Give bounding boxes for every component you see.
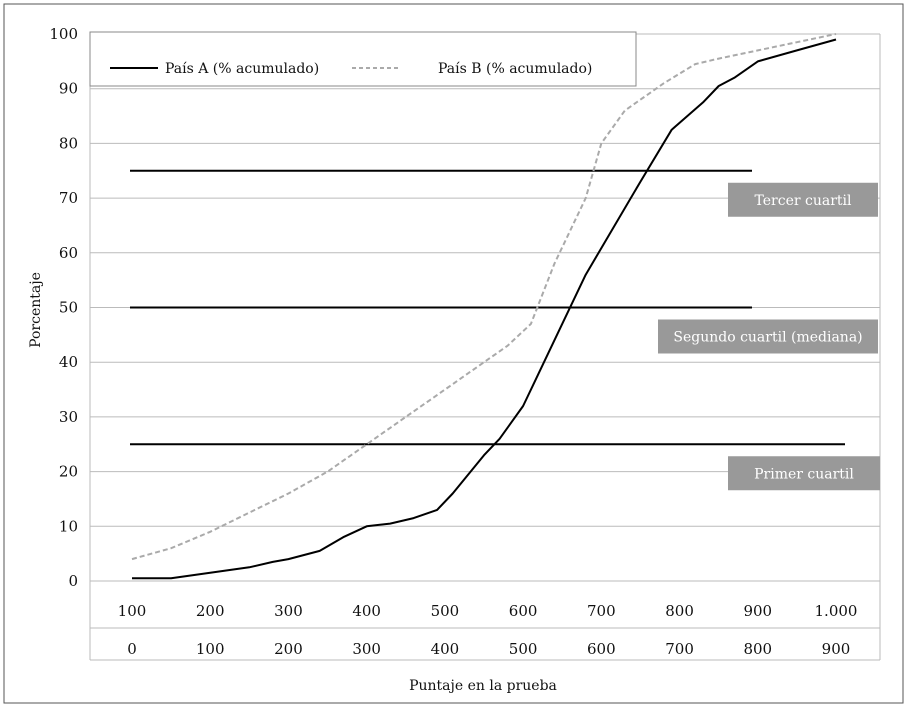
quartile-label: Tercer cuartil: [755, 193, 852, 209]
reference-lines: Tercer cuartil Segundo cuartil (mediana) P…: [130, 169, 880, 491]
y-tick-label: 20: [59, 463, 78, 481]
y-tick-label: 60: [59, 244, 78, 262]
quartile-label: Primer cuartil: [754, 466, 854, 482]
x-tick-label-row1: 900: [743, 602, 772, 620]
legend: País A (% acumulado) País B (% acumulado…: [89, 31, 637, 87]
y-axis-title: Porcentaje: [28, 272, 44, 348]
x-tick-label-row1: 400: [352, 602, 381, 620]
x-axis-title: Puntaje en la prueba: [409, 678, 557, 694]
x-tick-label-row2: 500: [509, 640, 538, 658]
x-tick-label-row2: 700: [665, 640, 694, 658]
chart-frame: [3, 3, 904, 704]
x-tick-label-row1: 200: [196, 602, 225, 620]
y-tick-label: 80: [59, 134, 78, 152]
x-tick-label-row2: 0: [127, 640, 137, 658]
y-tick-label: 50: [59, 299, 78, 317]
x-tick-label-row2: 600: [587, 640, 616, 658]
grid: [89, 33, 881, 661]
x-tick-label-row2: 900: [822, 640, 851, 658]
x-tick-label-row2: 100: [196, 640, 225, 658]
x-axis-ticks: 100 0 200 100 300 200 400 300 500 400 600 500 700 600…: [118, 602, 858, 658]
x-tick-label-row1: 300: [274, 602, 303, 620]
y-tick-label: 90: [59, 80, 78, 98]
x-tick-label-row1: 700: [587, 602, 616, 620]
quartile-label: Segundo cuartil (mediana): [673, 330, 862, 346]
series-lines: [131, 33, 837, 580]
quartile-label-box: [728, 456, 880, 491]
x-tick-label-row2: 400: [431, 640, 460, 658]
y-tick-label: 10: [59, 517, 78, 535]
x-tick-label-row1: 500: [431, 602, 460, 620]
y-axis-ticks: 0 10 20 30 40 50 60 70 80 90 100: [49, 25, 78, 590]
x-tick-label-row1: 800: [665, 602, 694, 620]
x-tick-label-row1: 100: [118, 602, 147, 620]
y-tick-label: 0: [68, 572, 78, 590]
y-tick-label: 70: [59, 189, 78, 207]
legend-label-pais-b: País B (% acumulado): [438, 61, 592, 77]
legend-label-pais-a: País A (% acumulado): [165, 61, 319, 77]
x-tick-label-row1: 600: [509, 602, 538, 620]
series-line-pais-a: [132, 38, 837, 580]
y-tick-label: 100: [49, 25, 78, 43]
x-tick-label-row1: 1.000: [815, 602, 858, 620]
y-tick-label: 30: [59, 408, 78, 426]
x-tick-label-row2: 300: [352, 640, 381, 658]
y-tick-label: 40: [59, 353, 78, 371]
legend-box: [89, 31, 637, 87]
series-line-pais-b: [131, 33, 837, 561]
x-tick-label-row2: 800: [743, 640, 772, 658]
quartile-label-box: [658, 319, 878, 354]
x-tick-label-row2: 200: [274, 640, 303, 658]
quartile-label-box: [728, 182, 878, 217]
